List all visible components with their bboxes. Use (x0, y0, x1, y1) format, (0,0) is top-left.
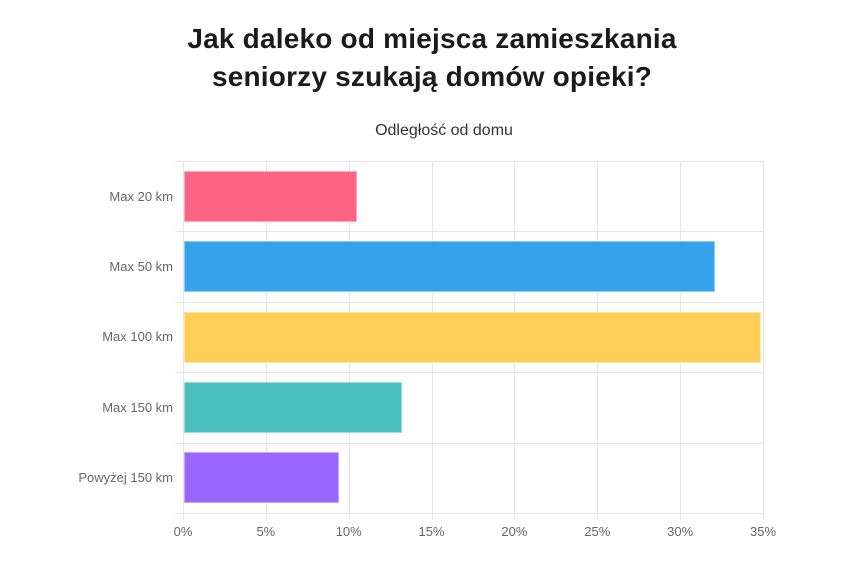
y-gridline (175, 301, 763, 303)
x-tick-label: 25% (584, 524, 611, 539)
x-axis-tick (680, 513, 682, 520)
category-label-max-50-km: Max 50 km (109, 259, 173, 275)
x-tick-label: 10% (335, 524, 362, 539)
x-tick-label: 0% (173, 524, 193, 539)
category-label-powy-ej-150-km: Powyżej 150 km (78, 470, 173, 486)
bar-max-100-km (184, 311, 762, 363)
x-axis-tick (514, 513, 516, 520)
x-gridline (183, 161, 184, 513)
x-axis-tick (431, 513, 433, 520)
x-gridline (763, 161, 764, 513)
x-axis-tick (763, 513, 764, 520)
x-tick-label: 35% (749, 524, 777, 539)
category-label-max-20-km: Max 20 km (109, 188, 173, 204)
x-tick-label: 30% (667, 524, 694, 539)
y-gridline (175, 231, 763, 233)
y-gridline (175, 513, 763, 514)
bar-max-20-km (184, 170, 357, 222)
x-axis-tick (348, 513, 350, 520)
x-axis-tick (597, 513, 599, 520)
y-gridline (175, 442, 763, 444)
x-tick-label: 15% (418, 524, 445, 539)
x-tick-label: 5% (256, 524, 276, 539)
x-axis-tick (265, 513, 267, 520)
bar-max-150-km (184, 381, 402, 433)
chart-main-title: Jak daleko od miejsca zamieszkania senio… (0, 20, 864, 96)
x-tick-label: 20% (501, 524, 528, 539)
chart-subtitle: Odległość od domu (375, 122, 513, 139)
category-label-max-150-km: Max 150 km (102, 399, 173, 415)
y-gridline (175, 372, 763, 374)
bar-powy-ej-150-km (184, 452, 339, 504)
category-label-max-100-km: Max 100 km (102, 329, 173, 345)
bar-max-50-km (184, 241, 715, 293)
main-title-line-1: Jak daleko od miejsca zamieszkania (187, 23, 677, 54)
x-axis-tick (183, 513, 184, 520)
y-gridline (175, 161, 763, 162)
main-title-line-2: seniorzy szukają domów opieki? (211, 61, 653, 92)
